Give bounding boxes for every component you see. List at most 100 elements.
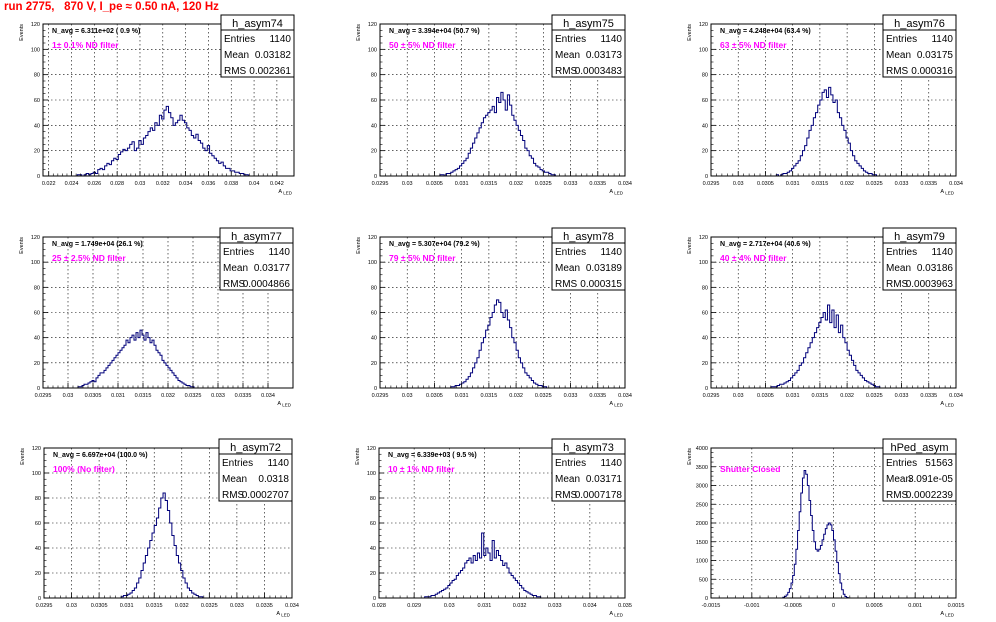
stats-label: RMS: [224, 66, 247, 77]
stats-box: h_asym79 Entries 1140 Mean 0.03186 RMS0.00039…: [882, 227, 957, 291]
y-tick-label: 0: [705, 596, 708, 602]
x-tick-label: 0.033: [895, 181, 909, 187]
x-tick-label: 0.033: [564, 393, 578, 399]
x-axis-label: A LED: [276, 611, 290, 618]
histogram-series: [120, 492, 204, 598]
stats-label: RMS: [886, 279, 909, 290]
stats-label: Mean: [886, 474, 911, 485]
y-tick-label: 100: [31, 47, 40, 53]
x-axis-label: A LED: [940, 611, 954, 618]
x-tick-label: 0.04: [249, 181, 260, 187]
stats-value: 0.03177: [254, 263, 291, 274]
y-axis-label: Events: [687, 448, 693, 465]
y-tick-label: 20: [370, 571, 376, 577]
stats-label: Entries: [222, 458, 253, 469]
stats-box: h_asym72 Entries 1140 Mean 0.0318 RMS0.000270…: [218, 438, 293, 502]
filter-label: 1± 0.1% ND filter: [52, 40, 119, 50]
stats-label: RMS: [886, 66, 909, 77]
h_asym74-plot: 0.022 0.024 0.026 0.028 0.03 0.032 0.034 0.036 0…: [19, 14, 295, 196]
histogram-name: h_asym72: [230, 442, 281, 454]
y-tick-label: 500: [699, 577, 708, 583]
stats-label: Mean: [555, 50, 580, 61]
h_asym77-plot: 0.0295 0.03 0.0305 0.031 0.0315 0.032 0.0325 0.…: [19, 227, 294, 408]
x-tick-label: 0.03: [444, 603, 455, 609]
stats-label: Entries: [224, 34, 255, 45]
stats-label: Mean: [886, 50, 911, 61]
stats-label: Entries: [555, 247, 586, 258]
y-tick-label: 60: [35, 521, 41, 527]
x-tick-label: 0.0305: [757, 181, 774, 187]
x-tick-label: 0.031: [455, 181, 469, 187]
y-tick-label: 0: [37, 386, 40, 392]
x-tick-label: 0.0325: [866, 393, 883, 399]
y-tick-label: 2500: [696, 502, 708, 508]
hPed_asym-plot: -0.0015 -0.001 -0.0005 0 0.0005 0.001 0.0015 0 5…: [687, 438, 964, 618]
y-tick-label: 40: [35, 546, 41, 552]
y-tick-label: 1000: [696, 559, 708, 565]
x-axis-label: A LED: [940, 189, 954, 196]
histogram-name: h_asym74: [232, 18, 283, 30]
x-tick-label: 0.0305: [426, 181, 443, 187]
x-tick-label: 0.042: [270, 181, 284, 187]
y-axis-label: Events: [687, 24, 693, 41]
y-tick-label: 120: [699, 235, 708, 241]
y-tick-label: 3500: [696, 465, 708, 471]
y-axis-label: Events: [687, 237, 693, 254]
x-tick-label: 0.0335: [589, 393, 606, 399]
x-tick-label: 0.038: [224, 181, 238, 187]
stats-label: Entries: [555, 34, 586, 45]
stats-box-frame: [551, 227, 626, 291]
x-tick-label: 0.034: [618, 393, 632, 399]
x-tick-label: -0.001: [744, 603, 760, 609]
y-tick-label: 120: [368, 235, 377, 241]
y-tick-label: 100: [368, 47, 377, 53]
y-tick-label: 20: [371, 361, 377, 367]
y-tick-label: 120: [31, 22, 40, 28]
y-tick-label: 100: [699, 47, 708, 53]
histogram-name: h_asym78: [563, 231, 614, 243]
y-tick-label: 60: [34, 311, 40, 317]
x-tick-label: 0.033: [230, 603, 244, 609]
y-tick-label: 40: [34, 336, 40, 342]
n-avg-label: N_avg = 2.717e+04 (40.6 %): [720, 241, 811, 248]
x-tick-label: 0.033: [211, 393, 225, 399]
stats-label: RMS: [555, 66, 578, 77]
y-tick-label: 20: [371, 149, 377, 155]
x-tick-label: 0.0295: [372, 181, 389, 187]
x-tick-label: 0.033: [548, 603, 562, 609]
y-tick-label: 0: [705, 174, 708, 180]
x-tick-label: 0.034: [179, 181, 193, 187]
stats-value: 0.03173: [586, 50, 623, 61]
x-tick-label: 0.0315: [811, 393, 828, 399]
stats-value: 1140: [600, 247, 622, 258]
y-tick-label: 120: [699, 22, 708, 28]
y-tick-label: 60: [34, 98, 40, 104]
stats-box-frame: [551, 438, 626, 502]
filter-label: 25 ± 2.5% ND filter: [52, 253, 126, 263]
x-tick-label: 0.0335: [920, 393, 937, 399]
x-tick-label: 0.032: [156, 181, 170, 187]
stats-label: Entries: [223, 247, 254, 258]
y-tick-label: 80: [371, 73, 377, 79]
y-tick-label: 120: [31, 235, 40, 241]
y-tick-label: 40: [34, 123, 40, 129]
x-tick-label: 0.032: [175, 603, 189, 609]
y-axis-label: Events: [20, 448, 26, 465]
stats-box: h_asym77 Entries 1140 Mean 0.03177 RMS0.00048…: [219, 227, 294, 291]
stats-value: 3.091e-05: [908, 474, 953, 485]
filter-label: 63 ± 5% ND filter: [720, 40, 787, 50]
stats-label: Mean: [555, 263, 580, 274]
x-tick-label: 0: [832, 603, 835, 609]
x-tick-label: 0.036: [202, 181, 216, 187]
y-tick-label: 20: [34, 149, 40, 155]
h_asym73-plot: 0.028 0.029 0.03 0.031 0.032 0.033 0.034 0.035 0…: [355, 438, 632, 618]
stats-label: Mean: [886, 263, 911, 274]
y-tick-label: 2000: [696, 521, 708, 527]
y-axis-label: Events: [19, 24, 25, 41]
stats-label: Mean: [555, 474, 580, 485]
y-tick-label: 120: [368, 22, 377, 28]
x-tick-label: 0.032: [161, 393, 175, 399]
y-tick-label: 4000: [696, 446, 708, 452]
x-tick-label: 0.022: [42, 181, 56, 187]
